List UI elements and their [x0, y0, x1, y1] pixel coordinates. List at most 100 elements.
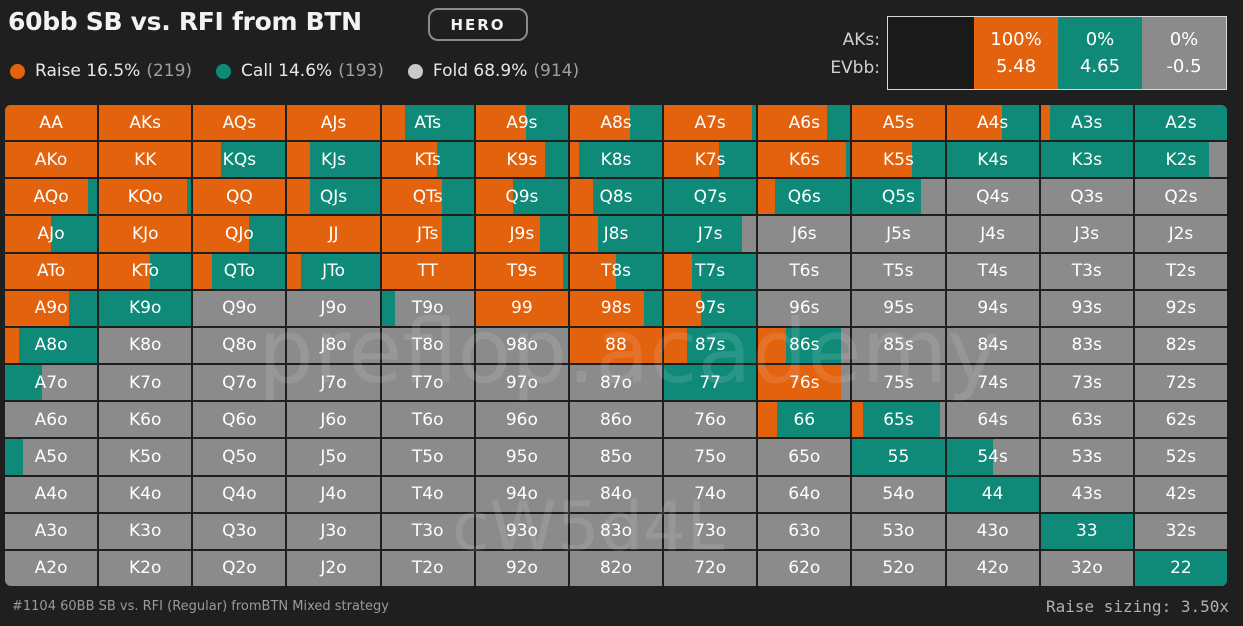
hand-cell-AJs[interactable]: AJs — [287, 105, 380, 141]
hand-cell-65s[interactable]: 65s — [852, 402, 945, 438]
hand-cell-Q7s[interactable]: Q7s — [664, 179, 757, 215]
hand-cell-Q6o[interactable]: Q6o — [193, 402, 286, 438]
hand-cell-54s[interactable]: 54s — [946, 439, 1039, 475]
hand-cell-Q6s[interactable]: Q6s — [758, 179, 851, 215]
hand-cell-J2o[interactable]: J2o — [287, 550, 380, 586]
hand-cell-KQs[interactable]: KQs — [193, 142, 286, 178]
hand-cell-K6s[interactable]: K6s — [758, 142, 851, 178]
hand-cell-J3o[interactable]: J3o — [287, 513, 380, 549]
hand-cell-82s[interactable]: 82s — [1134, 327, 1227, 364]
hand-cell-76s[interactable]: 76s — [758, 365, 851, 401]
hand-cell-64s[interactable]: 64s — [946, 402, 1039, 438]
hand-cell-Q4o[interactable]: Q4o — [193, 476, 286, 512]
hand-cell-J9s[interactable]: J9s — [475, 216, 568, 252]
hand-cell-J4s[interactable]: J4s — [946, 216, 1039, 252]
hand-cell-85o[interactable]: 85o — [569, 439, 663, 475]
hand-cell-T9o[interactable]: T9o — [381, 290, 474, 326]
hand-cell-A9o[interactable]: A9o — [5, 290, 98, 326]
hand-cell-QTo[interactable]: QTo — [193, 253, 286, 289]
hand-cell-Q7o[interactable]: Q7o — [193, 365, 286, 401]
hand-cell-A2s[interactable]: A2s — [1134, 105, 1227, 141]
hand-cell-K5o[interactable]: K5o — [99, 439, 192, 475]
hand-cell-A4o[interactable]: A4o — [5, 476, 98, 512]
hand-cell-66[interactable]: 66 — [758, 402, 851, 438]
hand-cell-J6o[interactable]: J6o — [287, 402, 380, 438]
hand-cell-Q9o[interactable]: Q9o — [193, 290, 286, 326]
hand-cell-96o[interactable]: 96o — [475, 402, 568, 438]
hand-cell-T4s[interactable]: T4s — [946, 253, 1039, 289]
hand-cell-K8s[interactable]: K8s — [569, 142, 663, 178]
hand-cell-A3o[interactable]: A3o — [5, 513, 98, 549]
hand-cell-A5o[interactable]: A5o — [5, 439, 98, 475]
hand-cell-74o[interactable]: 74o — [664, 476, 757, 512]
hand-cell-K4s[interactable]: K4s — [946, 142, 1039, 178]
hand-cell-AKs[interactable]: AKs — [99, 105, 192, 141]
hand-cell-K7s[interactable]: K7s — [664, 142, 757, 178]
hand-cell-72o[interactable]: 72o — [664, 550, 757, 586]
hand-cell-T6s[interactable]: T6s — [758, 253, 851, 289]
hand-cell-95s[interactable]: 95s — [852, 290, 945, 326]
hand-cell-84s[interactable]: 84s — [946, 327, 1039, 364]
hand-cell-A6o[interactable]: A6o — [5, 402, 98, 438]
hand-cell-63o[interactable]: 63o — [758, 513, 851, 549]
hand-cell-A9s[interactable]: A9s — [475, 105, 568, 141]
hand-cell-Q3o[interactable]: Q3o — [193, 513, 286, 549]
hand-cell-J4o[interactable]: J4o — [287, 476, 380, 512]
hand-cell-87s[interactable]: 87s — [664, 327, 757, 364]
hand-cell-KK[interactable]: KK — [99, 142, 192, 178]
hand-cell-62s[interactable]: 62s — [1134, 402, 1227, 438]
hand-cell-75s[interactable]: 75s — [852, 365, 945, 401]
hand-cell-A5s[interactable]: A5s — [852, 105, 945, 141]
hand-cell-T7s[interactable]: T7s — [664, 253, 757, 289]
hand-cell-93o[interactable]: 93o — [475, 513, 568, 549]
hand-cell-93s[interactable]: 93s — [1040, 290, 1133, 326]
hand-cell-J5s[interactable]: J5s — [852, 216, 945, 252]
hand-cell-96s[interactable]: 96s — [758, 290, 851, 326]
hand-cell-83o[interactable]: 83o — [569, 513, 663, 549]
hand-cell-53o[interactable]: 53o — [852, 513, 945, 549]
hand-cell-97s[interactable]: 97s — [664, 290, 757, 326]
hand-cell-T2o[interactable]: T2o — [381, 550, 474, 586]
hand-cell-T6o[interactable]: T6o — [381, 402, 474, 438]
hand-cell-Q2o[interactable]: Q2o — [193, 550, 286, 586]
hand-cell-52o[interactable]: 52o — [852, 550, 945, 586]
hand-cell-J7s[interactable]: J7s — [664, 216, 757, 252]
hand-cell-A8o[interactable]: A8o — [5, 327, 98, 364]
hand-cell-T3o[interactable]: T3o — [381, 513, 474, 549]
hand-cell-TT[interactable]: TT — [381, 253, 474, 289]
hand-cell-63s[interactable]: 63s — [1040, 402, 1133, 438]
hand-cell-Q5o[interactable]: Q5o — [193, 439, 286, 475]
hand-cell-K8o[interactable]: K8o — [99, 327, 192, 364]
hand-cell-K9s[interactable]: K9s — [475, 142, 568, 178]
hand-cell-KQo[interactable]: KQo — [99, 179, 192, 215]
hand-cell-T9s[interactable]: T9s — [475, 253, 568, 289]
hero-badge[interactable]: HERO — [428, 8, 528, 41]
hand-cell-A6s[interactable]: A6s — [758, 105, 851, 141]
hand-cell-T5o[interactable]: T5o — [381, 439, 474, 475]
hand-cell-A7o[interactable]: A7o — [5, 365, 98, 401]
hand-cell-42s[interactable]: 42s — [1134, 476, 1227, 512]
hand-cell-65o[interactable]: 65o — [758, 439, 851, 475]
hand-cell-53s[interactable]: 53s — [1040, 439, 1133, 475]
hand-cell-64o[interactable]: 64o — [758, 476, 851, 512]
hand-cell-94s[interactable]: 94s — [946, 290, 1039, 326]
hand-cell-K3o[interactable]: K3o — [99, 513, 192, 549]
hand-cell-88[interactable]: 88 — [569, 327, 663, 364]
hand-cell-32s[interactable]: 32s — [1134, 513, 1227, 549]
hand-cell-AKo[interactable]: AKo — [5, 142, 98, 178]
hand-cell-A7s[interactable]: A7s — [664, 105, 757, 141]
hand-cell-99[interactable]: 99 — [475, 290, 568, 326]
hand-cell-Q9s[interactable]: Q9s — [475, 179, 568, 215]
hand-cell-ATo[interactable]: ATo — [5, 253, 98, 289]
hand-cell-ATs[interactable]: ATs — [381, 105, 474, 141]
hand-cell-K3s[interactable]: K3s — [1040, 142, 1133, 178]
hand-cell-T7o[interactable]: T7o — [381, 365, 474, 401]
hand-cell-74s[interactable]: 74s — [946, 365, 1039, 401]
hand-cell-85s[interactable]: 85s — [852, 327, 945, 364]
hand-cell-33[interactable]: 33 — [1040, 513, 1133, 549]
hand-cell-QQ[interactable]: QQ — [193, 179, 286, 215]
hand-cell-K4o[interactable]: K4o — [99, 476, 192, 512]
hand-cell-82o[interactable]: 82o — [569, 550, 663, 586]
hand-cell-AQs[interactable]: AQs — [193, 105, 286, 141]
hand-cell-Q3s[interactable]: Q3s — [1040, 179, 1133, 215]
